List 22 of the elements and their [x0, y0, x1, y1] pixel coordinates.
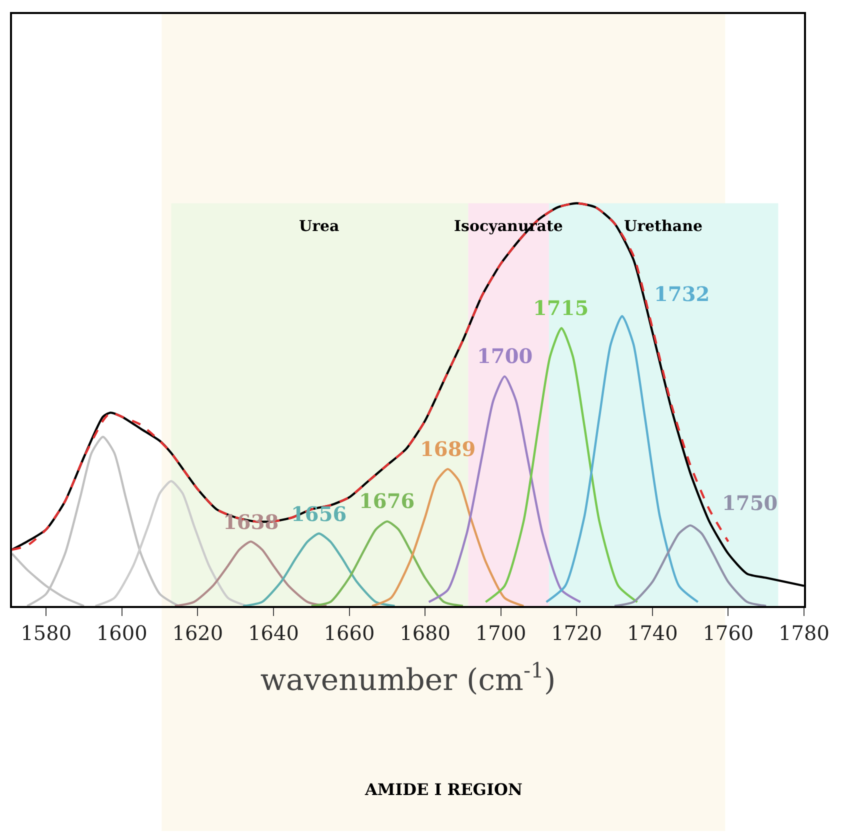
x-tick-label: 1680: [400, 621, 451, 645]
series-label: 1732: [654, 282, 710, 306]
x-tick-label: 1720: [551, 621, 602, 645]
x-axis-title: wavenumber (cm$^{-1}$): [260, 658, 556, 698]
series-label: 1656: [291, 502, 347, 526]
band-label: Urethane: [624, 217, 703, 235]
x-tick-label: 1660: [324, 621, 375, 645]
x-tick-label: 1620: [172, 621, 224, 645]
series-label: 1700: [477, 344, 533, 368]
series-label: 1689: [420, 437, 476, 461]
x-tick-label: 1760: [702, 621, 754, 645]
x-tick-label: 1640: [248, 621, 299, 645]
series-label: 1750: [722, 491, 778, 515]
series-label: 1676: [359, 489, 415, 513]
x-tick-label: 1600: [96, 621, 148, 645]
x-tick-label: 1580: [20, 621, 72, 645]
band-label: Urea: [299, 217, 340, 235]
series-label: 1715: [533, 296, 589, 320]
band-label: AMIDE I REGION: [364, 780, 523, 799]
x-tick-label: 1780: [778, 621, 830, 645]
x-tick-label: 1740: [626, 621, 678, 645]
x-tick-label: 1700: [475, 621, 526, 645]
